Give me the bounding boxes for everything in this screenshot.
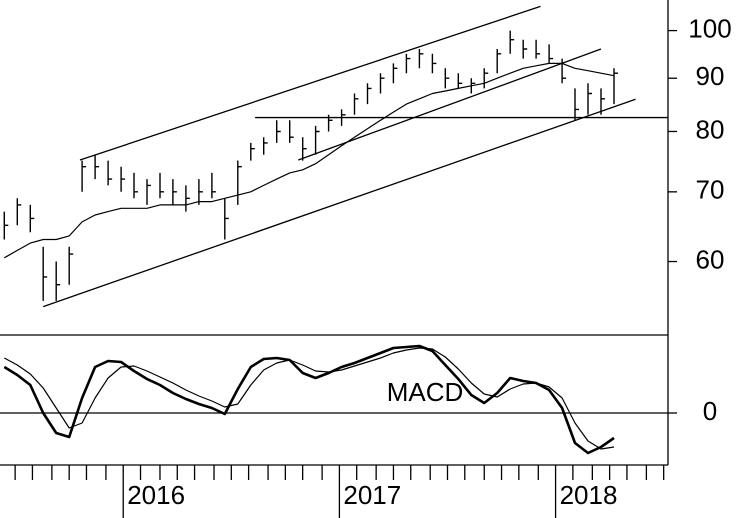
y-tick-label: 100 [688, 13, 731, 43]
ohlc-bar [146, 179, 151, 205]
ohlc-bar [574, 88, 579, 121]
ohlc-bar [224, 198, 229, 240]
ohlc-bar [457, 73, 463, 89]
ohlc-bar [366, 83, 372, 105]
ohlc-bar [198, 179, 203, 205]
ohlc-bar [172, 179, 177, 205]
ohlc-bar [81, 160, 87, 192]
ohlc-bar [250, 142, 255, 161]
ohlc-bar [613, 68, 618, 105]
y-tick-label: 0 [703, 396, 717, 426]
ohlc-bar [289, 120, 294, 143]
ohlc-bar [353, 93, 359, 115]
y-tick-label: 90 [696, 61, 725, 91]
x-tick-label: 2016 [127, 480, 185, 510]
ohlc-bar [444, 68, 450, 89]
ohlc-bar [431, 53, 437, 74]
ohlc-bar [535, 39, 541, 59]
ohlc-bar [509, 30, 515, 54]
line-series [3, 344, 615, 455]
ohlc-bar [211, 172, 216, 199]
ohlc-bar [600, 88, 605, 115]
y-tick-label: 80 [696, 114, 725, 144]
ohlc-bar [263, 137, 268, 155]
trend-line [43, 98, 636, 308]
ohlc-bar [120, 166, 126, 192]
ohlc-bar [3, 211, 9, 240]
ohlc-bar [185, 185, 190, 212]
ohlc-bar [587, 83, 592, 115]
trend-line [79, 5, 541, 161]
x-tick-label: 2018 [560, 480, 618, 510]
indicator-label: MACD [387, 377, 464, 407]
ohlc-bar [314, 125, 320, 155]
ohlc-bar [159, 172, 164, 199]
line-series [4, 62, 615, 259]
ohlc-bar [522, 39, 528, 59]
ohlc-bar [55, 261, 61, 301]
y-tick-label: 70 [696, 175, 725, 205]
ohlc-bar [68, 246, 74, 285]
ohlc-bar [548, 44, 554, 64]
ohlc-bar [276, 120, 281, 143]
ohlc-bar [94, 154, 100, 180]
ohlc-bar [392, 63, 398, 84]
ohlc-bar [133, 172, 138, 199]
ohlc-bar [483, 68, 489, 89]
ohlc-bar [237, 160, 242, 205]
line-series [4, 347, 615, 450]
ohlc-bar [302, 137, 307, 161]
ohlc-bar [418, 49, 424, 69]
ohlc-bar [379, 73, 385, 94]
y-tick-label: 60 [696, 244, 725, 274]
ohlc-bar [107, 160, 113, 186]
x-tick-label: 2017 [343, 480, 401, 510]
trend-line [298, 48, 602, 161]
ohlc-bar [29, 204, 35, 233]
ohlc-bar [496, 49, 502, 74]
ohlc-bar [405, 53, 411, 74]
ohlc-bar [16, 198, 22, 226]
ohlc-bar [42, 246, 48, 301]
